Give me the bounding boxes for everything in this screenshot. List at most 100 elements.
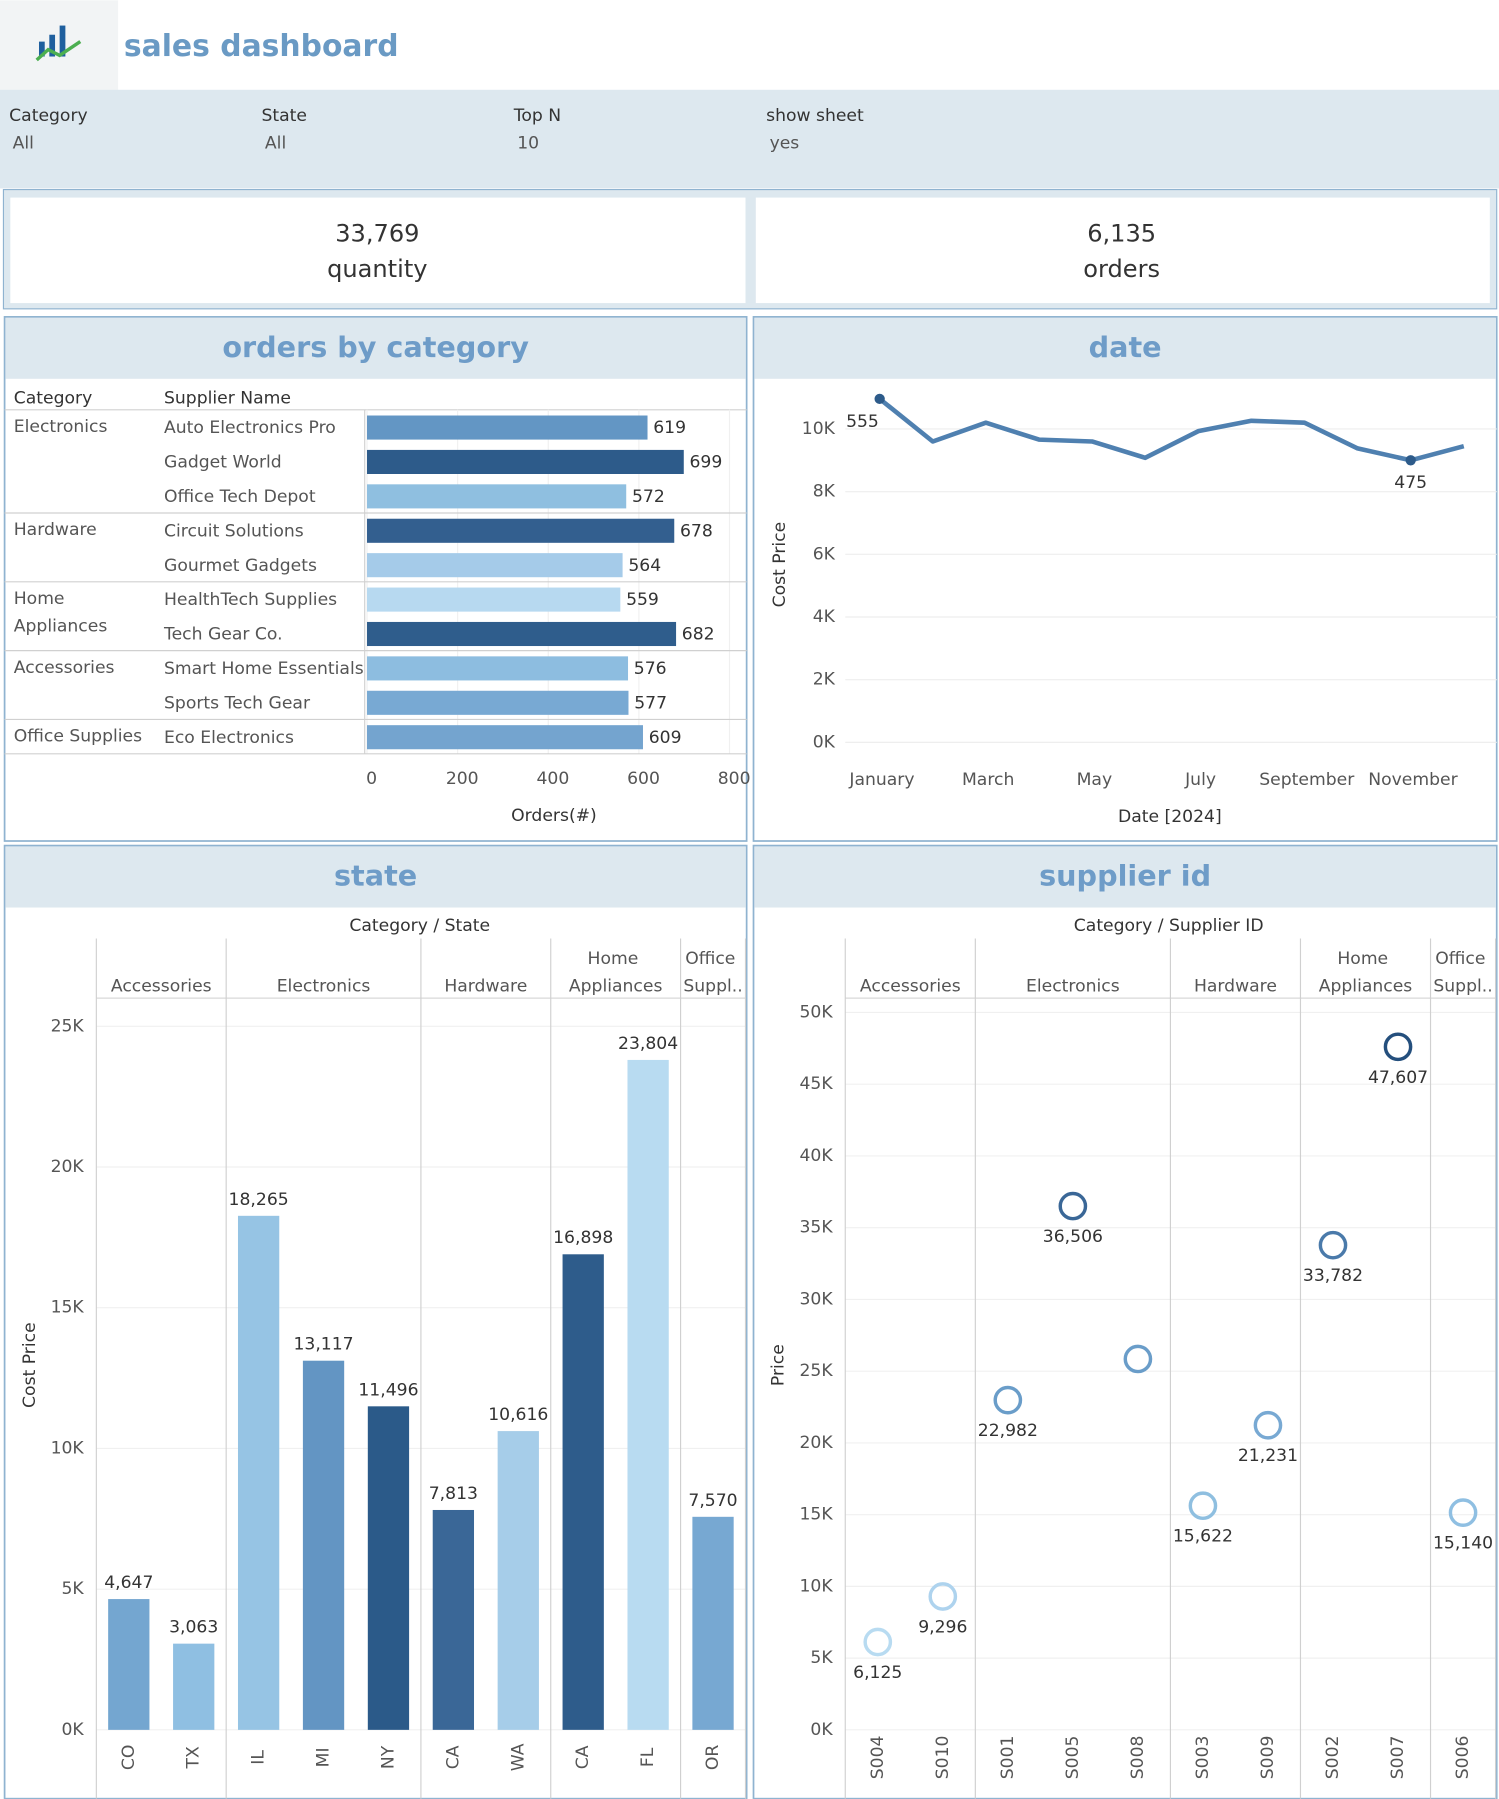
kpi-card	[10, 197, 746, 304]
bar	[367, 725, 643, 750]
category-label: Sports Tech Gear	[164, 693, 311, 713]
value-label: 7,813	[429, 1484, 478, 1504]
group-label: Home Appliances	[1319, 949, 1413, 997]
column-header: Supplier Name	[164, 388, 291, 408]
x-tick-label: 200	[446, 769, 479, 789]
y-tick-label: 25K	[51, 1016, 85, 1036]
chart-title: date	[1089, 330, 1162, 364]
filter-label: Category	[9, 106, 88, 126]
filter-label: Top N	[513, 106, 561, 126]
filter-value[interactable]: 10	[517, 134, 539, 154]
bar	[367, 415, 648, 440]
x-tick-label: WA	[508, 1743, 528, 1771]
kpi-label: orders	[1083, 255, 1160, 283]
y-tick-label: 45K	[799, 1074, 833, 1094]
value-label: 4,647	[104, 1573, 153, 1593]
y-axis-title: Cost Price	[770, 522, 790, 608]
value-label: 609	[649, 728, 682, 748]
y-tick-label: 20K	[799, 1433, 833, 1453]
bar	[562, 1254, 604, 1730]
x-tick-label: 400	[536, 769, 569, 789]
value-label: 13,117	[293, 1335, 353, 1355]
point	[1383, 1032, 1413, 1062]
x-tick-label: May	[1077, 770, 1113, 790]
x-tick-label: IL	[249, 1750, 269, 1765]
x-tick-label: S009	[1258, 1736, 1278, 1780]
x-tick-label: S003	[1193, 1736, 1213, 1780]
filter-label: State	[261, 106, 307, 126]
header: Category / State	[349, 916, 490, 936]
x-tick-label: S007	[1388, 1736, 1408, 1780]
y-tick-label: 6K	[813, 544, 836, 564]
filter[interactable]: show sheet yes	[766, 106, 864, 154]
x-tick-label: CO	[119, 1745, 139, 1771]
value-label: 3,063	[169, 1618, 218, 1638]
value-label: 10,616	[488, 1405, 548, 1425]
y-tick-label: 50K	[799, 1002, 833, 1022]
value-label: 572	[632, 487, 665, 507]
category-label: Tech Gear Co.	[163, 625, 283, 645]
chart-title: state	[334, 859, 417, 893]
group-label: Office Supplies	[14, 727, 142, 747]
x-tick-label: MI	[314, 1747, 334, 1767]
bar	[432, 1509, 475, 1730]
category-label: HealthTech Supplies	[164, 590, 337, 610]
value-label: 678	[680, 521, 713, 541]
bar	[367, 656, 629, 681]
filter-bar	[0, 89, 1499, 189]
filter[interactable]: Top N 10	[513, 106, 561, 154]
filter[interactable]: State All	[261, 106, 307, 154]
kpi-value: 6,135	[1087, 219, 1156, 247]
y-tick-label: 30K	[799, 1289, 833, 1309]
panel-header	[5, 318, 746, 379]
group-label: Electronics	[277, 977, 371, 997]
value-label: 16,898	[553, 1228, 613, 1248]
value-label: 682	[682, 625, 715, 645]
bar	[627, 1059, 669, 1730]
x-tick-label: FL	[638, 1747, 658, 1767]
filter-label: show sheet	[766, 106, 864, 126]
group-label: Electronics	[14, 417, 108, 437]
group-label: Hardware	[14, 520, 97, 540]
y-axis-title: Price	[769, 1344, 789, 1386]
x-tick-label: 600	[627, 769, 660, 789]
kpi-card	[755, 197, 1490, 304]
value-label: 559	[626, 590, 659, 610]
y-tick-label: 0K	[62, 1720, 85, 1740]
y-tick-label: 8K	[813, 482, 836, 502]
y-tick-label: 40K	[799, 1146, 833, 1166]
bar	[367, 621, 677, 647]
chart-title: orders by category	[222, 330, 529, 364]
filter[interactable]: Category All	[9, 106, 88, 154]
point	[1058, 1191, 1088, 1221]
y-tick-label: 15K	[799, 1505, 833, 1525]
column-header: Category	[14, 388, 93, 408]
y-tick-label: 10K	[802, 419, 836, 439]
x-tick-label: July	[1184, 770, 1216, 790]
panel-header	[754, 318, 1496, 379]
value-label: 619	[653, 418, 686, 438]
category-label: Eco Electronics	[164, 728, 294, 748]
y-tick-label: 5K	[62, 1579, 85, 1599]
bar	[367, 449, 684, 474]
point	[874, 393, 885, 405]
value-label: 18,265	[229, 1190, 289, 1210]
chart-title: supplier id	[1039, 859, 1211, 893]
x-tick-label: S001	[998, 1736, 1018, 1780]
point	[1253, 1410, 1283, 1440]
value-label: 11,496	[358, 1380, 418, 1400]
x-tick-label: March	[962, 770, 1014, 790]
filter-value[interactable]: yes	[770, 134, 800, 154]
panel-header	[754, 846, 1496, 908]
point	[928, 1582, 958, 1611]
bar	[367, 553, 623, 578]
group-label: Home Appliances	[14, 589, 108, 637]
category-label: Circuit Solutions	[164, 521, 304, 541]
group-label: Office Suppl..	[683, 949, 742, 997]
x-tick-label: S005	[1063, 1736, 1083, 1780]
x-tick-label: 800	[718, 769, 751, 789]
filter-value[interactable]: All	[13, 134, 34, 154]
group-label: Accessories	[111, 977, 212, 997]
filter-value[interactable]: All	[265, 134, 286, 154]
dashboard-title: sales dashboard	[124, 29, 399, 64]
